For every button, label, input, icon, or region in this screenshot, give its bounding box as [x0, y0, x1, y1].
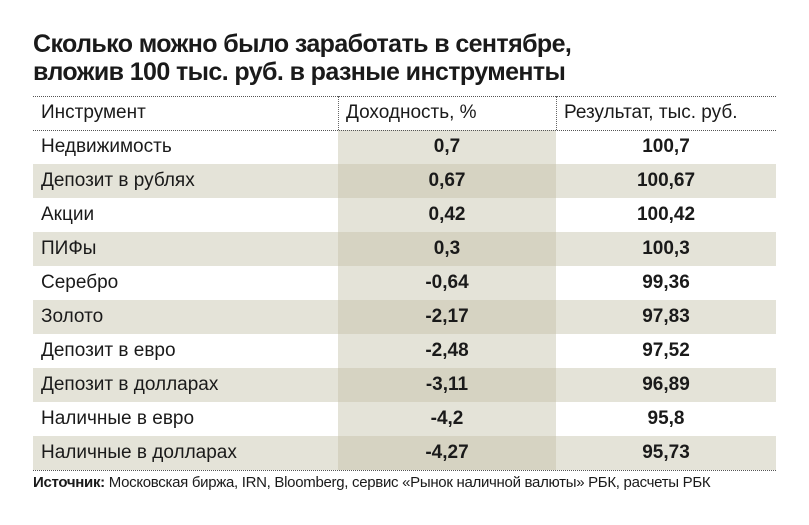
cell-result: 100,3 — [556, 232, 776, 266]
table-header-row: Инструмент Доходность, % Результат, тыс.… — [33, 96, 776, 130]
table-row: Недвижимость 0,7 100,7 — [33, 130, 776, 164]
table-row: Депозит в долларах -3,11 96,89 — [33, 368, 776, 402]
cell-result: 95,8 — [647, 408, 685, 429]
cell-result: 100,67 — [556, 164, 776, 198]
table-row: Акции 0,42 100,42 — [33, 198, 776, 232]
column-divider — [338, 96, 339, 130]
cell-instrument: Недвижимость — [41, 136, 172, 157]
cell-instrument: Серебро — [41, 272, 119, 293]
cell-yield: 0,42 — [338, 198, 556, 232]
table-row: Наличные в долларах -4,27 95,73 — [33, 436, 776, 470]
page-title: Сколько можно было заработать в сентябре… — [33, 30, 793, 86]
cell-instrument: Наличные в евро — [41, 408, 195, 429]
table-row: Золото -2,17 97,83 — [33, 300, 776, 334]
cell-instrument: Депозит в рублях — [33, 164, 338, 198]
cell-result: 95,73 — [556, 436, 776, 470]
source-text: Московская биржа, IRN, Bloomberg, сервис… — [104, 474, 711, 491]
header-yield: Доходность, % — [346, 102, 477, 123]
cell-instrument: Депозит в долларах — [33, 368, 338, 402]
cell-yield: -3,11 — [338, 368, 556, 402]
cell-yield: -2,48 — [338, 334, 556, 368]
cell-instrument: Депозит в евро — [41, 340, 176, 361]
cell-result: 97,83 — [556, 300, 776, 334]
table-rule — [33, 130, 776, 131]
cell-yield: -4,2 — [338, 402, 556, 436]
cell-result: 97,52 — [642, 340, 690, 361]
source-label: Источник: — [33, 474, 105, 491]
column-divider — [556, 96, 557, 130]
table-row: Серебро -0,64 99,36 — [33, 266, 776, 300]
cell-result: 100,7 — [642, 136, 690, 157]
cell-yield: -2,17 — [338, 300, 556, 334]
table-row: Наличные в евро -4,2 95,8 — [33, 402, 776, 436]
cell-result: 96,89 — [556, 368, 776, 402]
cell-instrument: ПИФы — [33, 232, 338, 266]
cell-result: 99,36 — [642, 272, 690, 293]
cell-result: 100,42 — [636, 204, 696, 225]
source-note: Источник: Московская биржа, IRN, Bloombe… — [33, 474, 711, 491]
header-result: Результат, тыс. руб. — [564, 102, 738, 123]
title-line-2: вложив 100 тыс. руб. в разные инструмент… — [33, 58, 566, 86]
cell-instrument: Наличные в долларах — [33, 436, 338, 470]
title-line-1: Сколько можно было заработать в сентябре… — [33, 30, 572, 58]
cell-yield: -4,27 — [338, 436, 556, 470]
cell-yield: 0,3 — [338, 232, 556, 266]
cell-yield: 0,67 — [338, 164, 556, 198]
cell-instrument: Акции — [41, 204, 95, 225]
table-row: Депозит в рублях 0,67 100,67 — [33, 164, 776, 198]
cell-yield: 0,7 — [338, 130, 556, 164]
table-rule — [33, 470, 776, 471]
cell-yield: -0,64 — [338, 266, 556, 300]
header-instrument: Инструмент — [41, 102, 146, 123]
table-row: Депозит в евро -2,48 97,52 — [33, 334, 776, 368]
cell-instrument: Золото — [33, 300, 338, 334]
table-row: ПИФы 0,3 100,3 — [33, 232, 776, 266]
table-rule — [33, 96, 776, 97]
